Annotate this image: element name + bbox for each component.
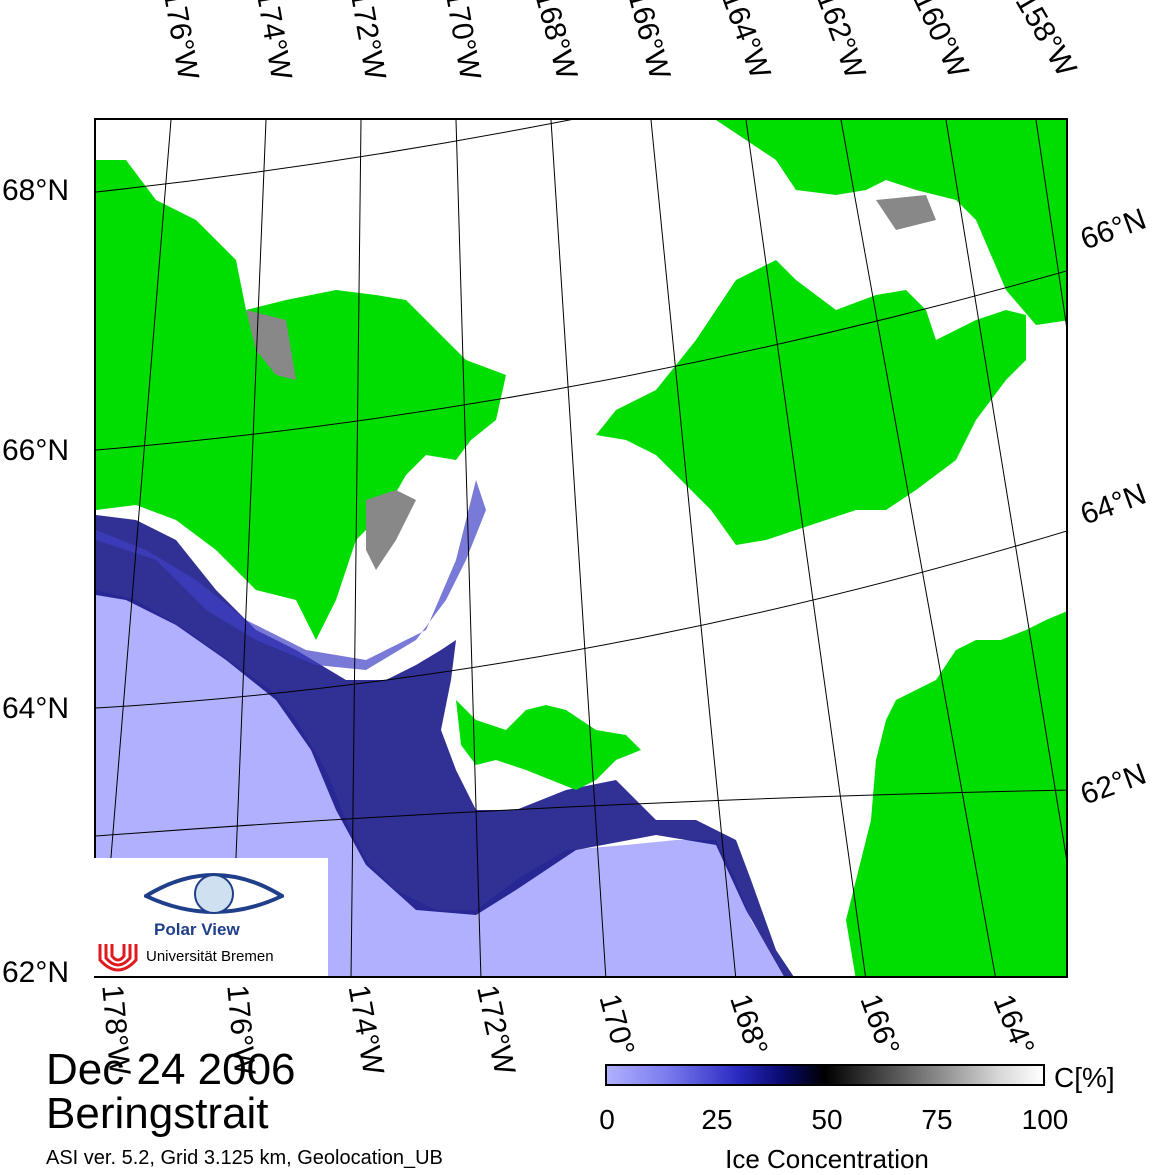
lon-label-bottom: 170° (592, 990, 641, 1060)
lon-label-bottom: 164° (986, 989, 1041, 1060)
colorbar-title: Ice Concentration (725, 1144, 929, 1174)
coast-mask-bering (366, 490, 416, 570)
lon-label-top: 170°W (438, 0, 487, 83)
colorbar-tick-label: 50 (811, 1104, 843, 1135)
colorbar-tick-label: 100 (1021, 1104, 1069, 1135)
ice-edge-inner (96, 480, 486, 670)
lat-label-right: 64°N (1076, 477, 1151, 532)
colorbar-tick-label: 25 (701, 1104, 733, 1135)
lon-label-top: 158°W (1008, 0, 1083, 83)
land-chukotka (96, 160, 506, 640)
lon-label-bottom: 174°W (341, 982, 390, 1078)
lat-label-left: 66°N (2, 434, 70, 467)
lon-label-bottom: 168° (723, 990, 774, 1060)
lon-label-top: 164°W (714, 0, 777, 83)
ice-edge-band (96, 515, 794, 976)
land-st-lawrence-island (456, 700, 641, 790)
logo-text-polar-view: Polar View (154, 920, 240, 939)
map-date-title: Dec 24 2006 (46, 1045, 296, 1094)
ice-concentration-colorbar (605, 1064, 1045, 1086)
land-seward-peninsula (596, 260, 1026, 545)
colorbar-tick-label: 0 (599, 1104, 615, 1135)
land-alaska-north (716, 120, 1066, 325)
map-canvas (96, 120, 1066, 976)
lon-label-top: 174°W (249, 0, 298, 83)
lon-label-top: 160°W (906, 0, 975, 83)
colorbar-unit-label: C[%] (1054, 1062, 1115, 1093)
lon-label-top: 172°W (343, 0, 392, 83)
map-metadata-footer: ASI ver. 5.2, Grid 3.125 km, Geolocation… (46, 1147, 443, 1169)
lon-label-top: 162°W (809, 0, 872, 83)
polar-view-logo: Polar View Universität Bremen (94, 858, 328, 976)
lon-label-top: 176°W (156, 0, 205, 83)
eye-icon (144, 873, 284, 914)
land-alaska-mainland (846, 611, 1066, 976)
map-region-title: Beringstrait (46, 1089, 269, 1138)
coast-mask-chukotka (246, 310, 296, 380)
logo-text-universitat-bremen: Universität Bremen (146, 948, 274, 965)
university-seal-icon (96, 940, 140, 974)
lat-label-right: 66°N (1076, 202, 1151, 257)
lat-label-left: 64°N (2, 692, 70, 725)
graticule-lines (96, 120, 1066, 976)
lon-label-top: 166°W (621, 0, 677, 83)
lon-label-bottom: 166° (853, 990, 906, 1060)
lat-label-right: 62°N (1076, 757, 1151, 812)
lon-label-bottom: 172°W (470, 982, 522, 1078)
ice-concentration-map (94, 118, 1068, 978)
lat-label-left: 62°N (2, 956, 70, 989)
coast-mask-seward (876, 195, 936, 230)
lon-label-top: 168°W (528, 0, 584, 83)
lat-label-left: 68°N (2, 174, 70, 207)
colorbar-tick-label: 75 (921, 1104, 953, 1135)
